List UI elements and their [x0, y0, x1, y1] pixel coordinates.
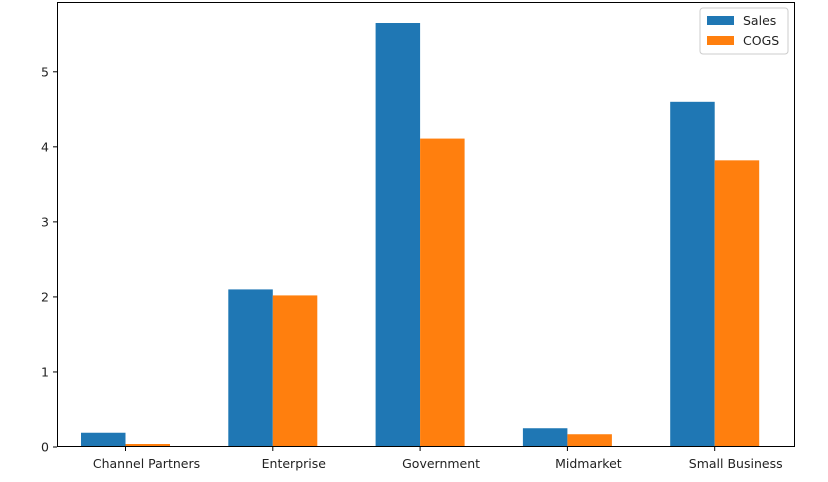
series-sales-bars: [81, 23, 715, 447]
bar-sales-4: [670, 101, 715, 447]
x-tick-label-1: Enterprise: [262, 456, 327, 471]
y-tick-label-3: 3: [41, 214, 49, 229]
x-tick-label-3: Midmarket: [555, 456, 622, 471]
bar-cogs-2: [420, 138, 465, 447]
bar-sales-3: [522, 428, 568, 447]
y-tick-label-0: 0: [41, 440, 49, 455]
y-tick-label-5: 5: [41, 64, 49, 79]
y-tick-label-4: 4: [41, 139, 49, 154]
legend-label-sales: Sales: [743, 13, 776, 28]
bar-cogs-3: [567, 434, 612, 447]
bars-layer: [81, 23, 760, 447]
legend: Sales COGS: [699, 7, 789, 55]
x-axis: Channel Partners Enterprise Government Midm…: [93, 447, 783, 471]
y-tick-label-1: 1: [41, 364, 49, 379]
bar-sales-0: [81, 432, 126, 447]
y-tick-label-2: 2: [41, 289, 49, 304]
bar-sales-1: [228, 289, 273, 447]
plot-frame: [57, 2, 795, 447]
series-cogs-bars: [125, 138, 760, 447]
legend-swatch-sales: [707, 16, 734, 25]
bar-cogs-0: [125, 444, 170, 447]
x-tick-label-0: Channel Partners: [93, 456, 200, 471]
y-axis: 0 1 2 3 4 5: [41, 64, 57, 455]
legend-label-cogs: COGS: [743, 33, 779, 48]
bar-cogs-4: [714, 160, 760, 447]
x-tick-label-4: Small Business: [689, 456, 783, 471]
legend-swatch-cogs: [707, 36, 734, 45]
bar-cogs-1: [272, 295, 318, 447]
bar-sales-2: [375, 23, 421, 447]
x-tick-label-2: Government: [402, 456, 480, 471]
